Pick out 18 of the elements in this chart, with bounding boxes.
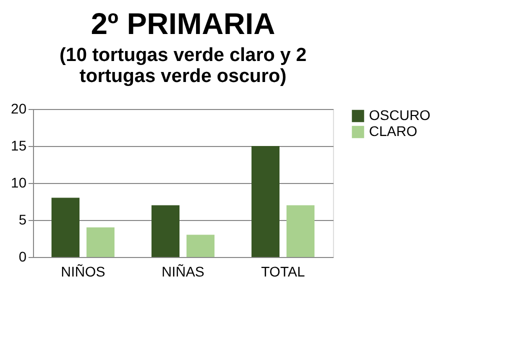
y-tick-label: 20 — [10, 100, 27, 116]
bar — [186, 234, 214, 257]
y-tick-label: 10 — [10, 174, 27, 190]
legend-label: CLARO — [369, 123, 418, 139]
y-tick-label: 0 — [18, 248, 27, 264]
bar — [286, 205, 314, 257]
chart-subtitle: (10 tortugas verde claro y 2 tortugas verde oscuro) — [59, 45, 307, 87]
legend-label: OSCURO — [369, 107, 431, 123]
y-tick-label: 15 — [10, 138, 27, 154]
y-tick-label: 5 — [18, 212, 27, 228]
x-tick-label: NIÑOS — [60, 264, 106, 280]
chart-title: 2º PRIMARIA — [90, 8, 276, 41]
bar — [252, 146, 280, 257]
bar — [86, 227, 114, 257]
x-tick-label: TOTAL — [261, 264, 306, 280]
bar — [152, 205, 180, 257]
x-tick-label: NIÑAS — [162, 264, 204, 280]
bar — [52, 198, 80, 257]
